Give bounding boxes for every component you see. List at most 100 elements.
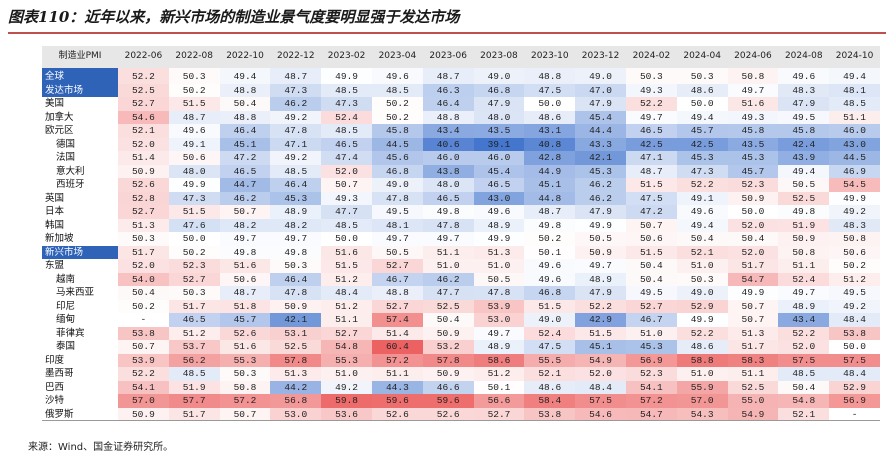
pmi-cell: 51.1 [829,110,880,124]
pmi-cell: 48.7 [219,286,271,300]
pmi-cell: 50.0 [829,340,880,354]
table-row: 全球 52.2 50.3 49.4 48.7 49.9 49.6 48.7 49.0 48.8 49… [42,68,880,84]
pmi-cell: 48.8 [219,83,271,97]
pmi-cell: - [118,313,169,327]
pmi-cell: 53.9 [118,353,169,367]
pmi-cell: 49.1 [676,191,728,205]
pmi-cell: 46.0 [829,124,880,138]
row-label: 新兴市场 [42,245,118,259]
pmi-cell: 50.3 [118,232,169,246]
pmi-cell: 46.5 [321,137,372,151]
row-label: 沙特 [45,395,65,406]
pmi-cell: 51.7 [168,299,220,313]
pmi-cell: 50.4 [778,380,830,394]
pmi-cell: 59.6 [422,394,474,408]
table-row: 西班牙 52.6 49.9 44.7 46.4 50.7 49.0 48.0 46.5 45.1 4… [42,178,880,192]
pmi-cell: 52.7 [321,326,372,340]
pmi-cell: 43.9 [778,151,830,165]
pmi-cell: 44.2 [270,380,322,394]
pmi-cell: 50.9 [778,232,830,246]
pmi-cell: 48.4 [829,367,880,381]
pmi-cell: 52.2 [778,326,830,340]
column-header: 2024-10 [829,46,880,68]
pmi-cell: 56.6 [473,394,525,408]
pmi-cell: 48.7 [524,205,576,219]
column-header: 2023-04 [371,46,423,68]
pmi-cell: 47.9 [778,97,830,111]
column-header: 2024-04 [676,46,728,68]
pmi-cell: 58.6 [473,353,525,367]
pmi-cell: 49.0 [473,68,525,84]
pmi-cell: 58.8 [676,353,728,367]
pmi-cell: 52.3 [168,259,220,273]
table-row: 法国 51.4 50.6 47.2 49.2 47.4 45.6 46.0 46.0 42.8 42… [42,151,880,165]
pmi-cell: 53.8 [829,326,880,340]
pmi-cell: 51.9 [778,218,830,232]
pmi-cell: 46.5 [473,178,525,192]
pmi-cell: 50.8 [829,232,880,246]
pmi-cell: 45.4 [473,164,525,178]
pmi-cell: 48.8 [219,110,271,124]
pmi-cell: 51.4 [371,326,423,340]
pmi-cell: 50.8 [727,68,779,84]
row-label: 泰国 [56,341,76,352]
pmi-cell: 55.9 [676,380,728,394]
pmi-cell: 50.4 [219,97,271,111]
pmi-cell: 54.3 [676,407,728,421]
pmi-cell: 42.9 [575,313,626,327]
row-label: 缅甸 [56,314,76,325]
pmi-cell: 47.3 [270,83,322,97]
pmi-cell: 51.1 [371,367,423,381]
pmi-cell: 52.4 [778,272,830,286]
pmi-cell: 52.7 [371,259,423,273]
pmi-cell: 44.5 [371,137,423,151]
pmi-cell: 48.5 [321,124,372,138]
pmi-cell: 49.6 [168,124,220,138]
pmi-cell: 50.2 [524,232,576,246]
pmi-cell: 50.0 [168,232,220,246]
pmi-cell: 49.9 [321,68,372,84]
pmi-cell: 49.6 [473,205,525,219]
pmi-cell: 46.7 [371,272,423,286]
row-label: 印尼 [56,300,76,312]
pmi-cell: 52.1 [118,124,169,138]
pmi-cell: 47.9 [575,97,626,111]
pmi-cell: 50.4 [422,313,474,327]
pmi-cell: 50.2 [118,299,169,313]
pmi-cell: 50.4 [727,232,779,246]
pmi-cell: 48.0 [168,164,220,178]
pmi-cell: 52.0 [727,245,779,259]
pmi-cell: 51.7 [727,259,779,273]
pmi-cell: 43.5 [727,137,779,151]
column-header: 2024-08 [778,46,830,68]
pmi-cell: 53.0 [473,313,525,327]
pmi-cell: 52.2 [676,178,728,192]
pmi-cell: 45.4 [575,110,626,124]
pmi-cell: 49.2 [829,299,880,313]
pmi-cell: 48.5 [829,97,880,111]
pmi-cell: 48.6 [676,340,728,354]
pmi-cell: 47.3 [321,97,372,111]
pmi-cell: 43.8 [422,164,474,178]
pmi-cell: 51.1 [778,259,830,273]
pmi-cell: 50.0 [676,97,728,111]
pmi-cell: 44.5 [829,151,880,165]
pmi-cell: 52.9 [676,299,728,313]
pmi-cell: 50.6 [219,272,271,286]
row-label: 俄罗斯 [45,408,74,420]
row-label: 东盟 [45,260,65,271]
pmi-cell: 40.8 [524,137,576,151]
pmi-cell: 58.3 [727,353,779,367]
pmi-cell: 51.2 [829,272,880,286]
pmi-cell: 47.9 [575,205,626,219]
pmi-cell: 49.2 [270,151,322,165]
pmi-cell: 49.7 [270,232,322,246]
pmi-cell: 51.5 [321,259,372,273]
pmi-cell: 57.5 [778,353,830,367]
pmi-cell: 50.3 [625,68,677,84]
pmi-cell: 48.2 [270,218,322,232]
row-label: 德国 [56,138,76,150]
pmi-cell: 50.4 [625,272,677,286]
pmi-cell: 51.0 [473,259,525,273]
